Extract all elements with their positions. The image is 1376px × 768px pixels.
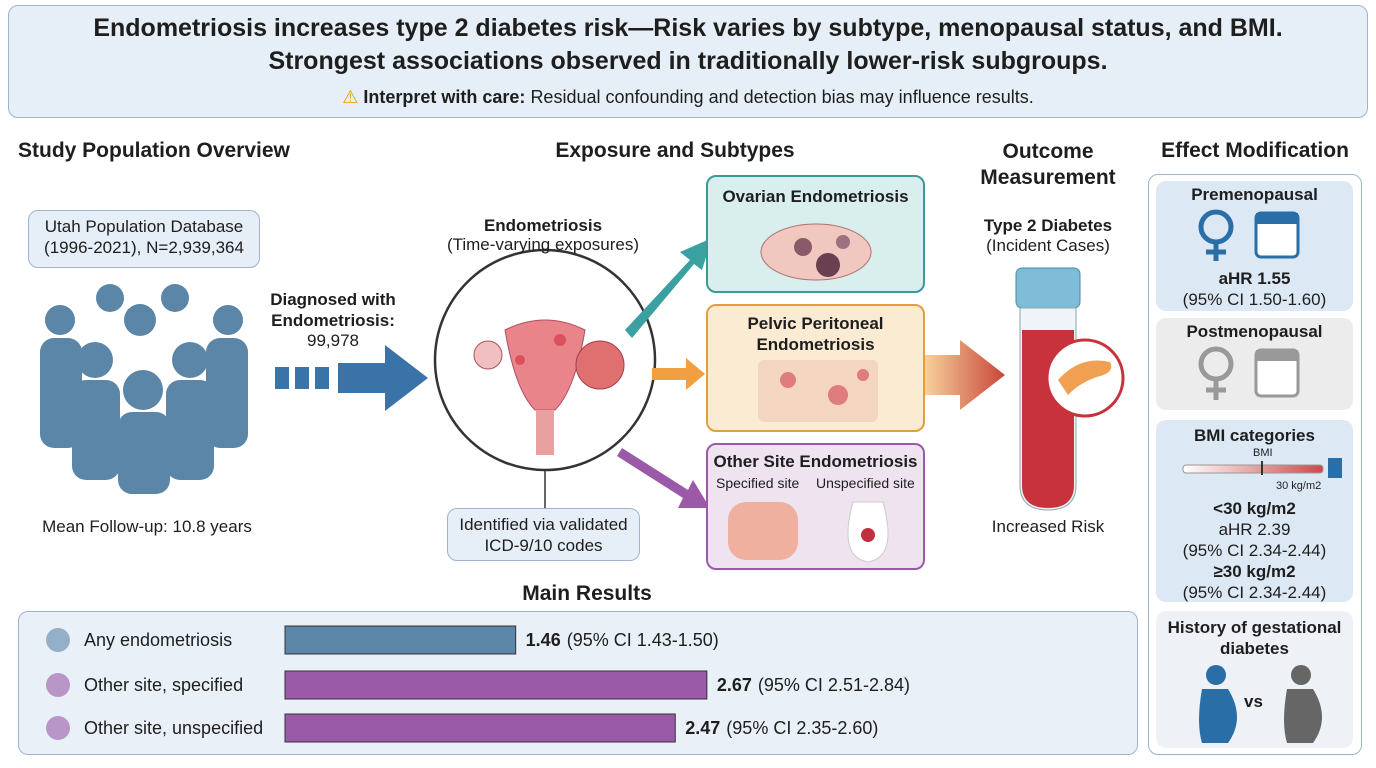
group-title: Postmenopausal	[1186, 322, 1323, 341]
bmi-scale	[1182, 458, 1342, 478]
section-heading: Exposure and Subtypes	[555, 139, 795, 162]
bmi-group-ci: (95% CI 2.34-2.44)	[1182, 583, 1327, 602]
site-label: Unspecified site	[816, 475, 915, 491]
bmi-box: BMI categories BMI 30 kg/m2 <30 kg/m2 aH…	[1156, 420, 1353, 602]
arrow-ovarian	[625, 238, 712, 338]
bar-ci: (95% CI 2.51-2.84)	[758, 675, 910, 695]
people-icon	[40, 284, 248, 494]
female-calendar-icon	[1198, 209, 1300, 261]
bar	[284, 713, 676, 743]
bar-value: 1.46 (95% CI 1.43-1.50)	[526, 630, 719, 650]
subtype-title: Ovarian Endometriosis	[722, 187, 909, 206]
subtype-box: Other Site Endometriosis Specified site …	[706, 443, 925, 570]
section-heading: Main Results	[522, 582, 652, 605]
pregnancy-icons	[1199, 665, 1322, 743]
subtype-box: Ovarian Endometriosis	[706, 175, 925, 293]
group-title: History of gestational diabetes	[1167, 618, 1342, 658]
postmenopausal-box: Postmenopausal	[1156, 318, 1353, 410]
bmi-scale-label: BMI	[1253, 447, 1273, 459]
group-title: Premenopausal	[1191, 185, 1318, 204]
title: Endometriosis increases type 2 diabetes …	[93, 14, 1283, 42]
female-calendar-icon	[1198, 346, 1300, 400]
bar	[284, 625, 517, 655]
bar-ci: (95% CI 2.35-2.60)	[726, 718, 878, 738]
section-heading: Effect Modification	[1161, 139, 1349, 162]
outcome-note: Increased Risk	[991, 517, 1105, 536]
group-ahr: aHR 1.55	[1218, 269, 1291, 288]
identified-box: Identified via validated ICD-9/10 codes	[447, 508, 640, 561]
subtitle: Strongest associations observed in tradi…	[268, 47, 1108, 75]
row-icon	[46, 716, 70, 740]
ovary-illustration	[760, 223, 872, 281]
diagnosed-label: Diagnosed with Endometriosis:	[270, 290, 396, 330]
premenopausal-box: Premenopausal aHR 1.55 (95% CI 1.50-1.60…	[1156, 181, 1353, 311]
row-label: Other site, unspecified	[84, 718, 263, 738]
group-ci: (95% CI 1.50-1.60)	[1182, 290, 1327, 309]
warning-label: Interpret with care:	[363, 87, 526, 107]
uterus-illustration	[473, 319, 625, 455]
pelvis-illustration	[758, 360, 878, 422]
test-tube	[1015, 267, 1125, 511]
row-label: Any endometriosis	[84, 630, 232, 650]
arrow-other	[617, 448, 710, 508]
outcome-sublabel: (Incident Cases)	[986, 236, 1110, 255]
outcome-label: Type 2 Diabetes	[983, 216, 1113, 235]
followup: Mean Follow-up: 10.8 years	[42, 517, 252, 536]
bar-value-number: 1.46	[526, 630, 561, 650]
row-icon	[46, 628, 70, 652]
warning-icon: ⚠	[342, 87, 359, 107]
bar-value-number: 2.67	[717, 675, 752, 695]
bmi-group-ci: (95% CI 2.34-2.44)	[1182, 541, 1327, 560]
subtype-box: Pelvic Peritoneal Endometriosis	[706, 304, 925, 432]
vs-label: vs	[1244, 692, 1263, 711]
site-label: Specified site	[716, 475, 800, 491]
subtype-title: Other Site Endometriosis	[713, 452, 918, 471]
bar-ci: (95% CI 1.43-1.50)	[567, 630, 719, 650]
database-box: Utah Population Database (1996-2021), N=…	[28, 210, 260, 268]
warning: ⚠ Interpret with care: Residual confound…	[8, 87, 1368, 108]
bmi-group-label: ≥30 kg/m2	[1213, 562, 1296, 581]
bmi-threshold: 30 kg/m2	[1276, 480, 1322, 492]
exposure-label: Endometriosis	[483, 216, 603, 235]
gestational-box: History of gestational diabetes vs	[1156, 611, 1353, 748]
subtype-title: Pelvic Peritoneal Endometriosis	[747, 314, 884, 354]
row-label: Other site, specified	[84, 675, 243, 695]
flow-arrow	[275, 345, 428, 411]
section-heading: Study Population Overview	[18, 139, 290, 162]
header-box	[8, 5, 1368, 118]
exposure-sublabel: (Time-varying exposures)	[446, 235, 640, 254]
warning-text: Residual confounding and detection bias …	[530, 87, 1034, 107]
bar-value: 2.47 (95% CI 2.35-2.60)	[685, 718, 878, 738]
effect-panel	[1148, 174, 1362, 755]
bmi-group-ahr: aHR 2.39	[1218, 520, 1291, 539]
section-heading: Outcome Measurement	[980, 140, 1116, 189]
bmi-group-label: <30 kg/m2	[1213, 499, 1296, 518]
bar-value: 2.67 (95% CI 2.51-2.84)	[717, 675, 910, 695]
diagnosed-count: 99,978	[307, 331, 359, 350]
site-illustration	[728, 501, 889, 563]
arrow-pelvic	[652, 358, 705, 390]
group-title: BMI categories	[1194, 426, 1315, 445]
outcome-arrow	[925, 340, 1005, 410]
row-icon	[46, 673, 70, 697]
bar-value-number: 2.47	[685, 718, 720, 738]
bar	[284, 670, 708, 700]
